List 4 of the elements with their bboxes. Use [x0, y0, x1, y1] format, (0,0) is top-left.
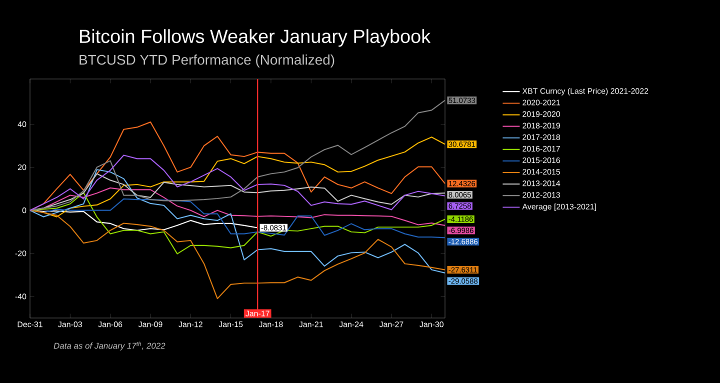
text: Data as of January 17$^{th}$, 2022: [54, 342, 166, 350]
line-series: [29, 210, 446, 300]
chart-subtitle: BTCUSD YTD Performance (Normalized): [80, 54, 334, 68]
chart-title: Bitcoin Follows Weaker January Playbook: [80, 29, 431, 47]
